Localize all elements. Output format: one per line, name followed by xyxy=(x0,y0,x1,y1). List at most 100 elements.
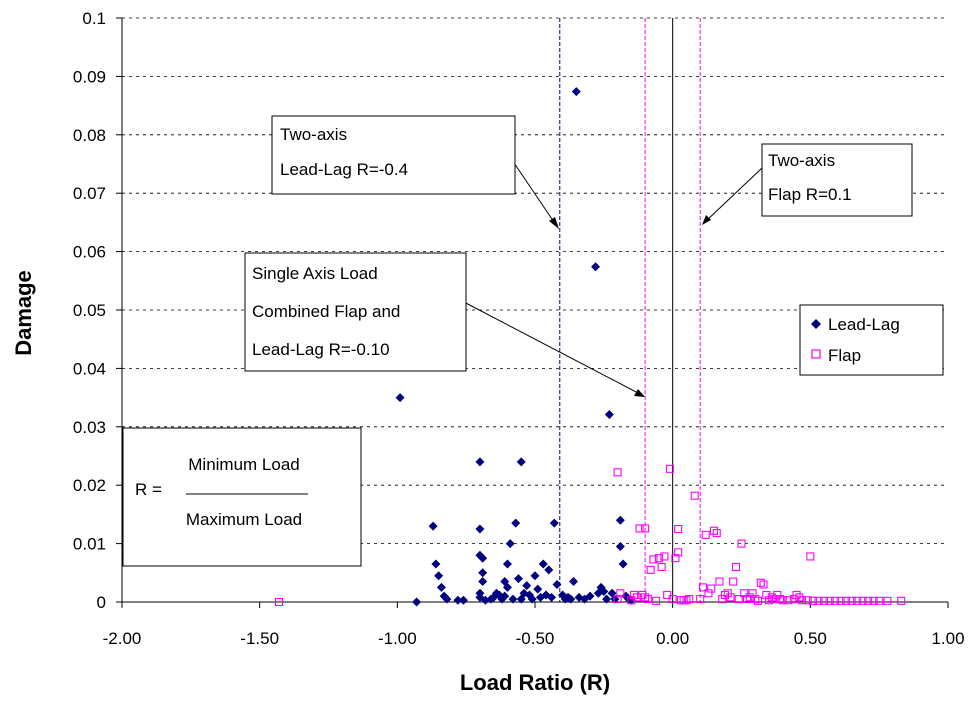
x-tick-labels: -2.00 -1.50 -1.00 -0.50 0.00 0.50 1.00 xyxy=(103,629,965,648)
flap-point xyxy=(668,595,677,604)
flap-point xyxy=(875,596,884,605)
lead-lag-point xyxy=(475,457,485,467)
y-tick-label: 0.05 xyxy=(73,301,106,320)
lead-lag-point xyxy=(513,574,523,584)
lead-lag-point xyxy=(615,515,625,525)
lead-lag-point xyxy=(478,553,488,563)
lead-lag-point xyxy=(431,559,441,569)
lead-lag-point xyxy=(604,410,614,420)
lead-lag-point xyxy=(522,581,532,591)
flap-point xyxy=(274,597,283,607)
flap-point xyxy=(775,595,785,604)
axes xyxy=(116,17,949,608)
flap-point xyxy=(696,595,705,604)
lead-lag-point xyxy=(453,595,463,605)
flap-point xyxy=(789,595,798,604)
flap-point xyxy=(712,529,721,538)
flap-point xyxy=(864,596,873,605)
flap-point xyxy=(762,590,771,600)
x-tick-label: -2.00 xyxy=(103,629,142,648)
lead-lag-point xyxy=(602,594,612,604)
lead-lag-point xyxy=(571,87,581,97)
flap-point xyxy=(737,539,746,548)
x-tick-label: 0.50 xyxy=(794,629,827,648)
lead-lag-point xyxy=(599,586,609,596)
lead-lag-point xyxy=(428,521,438,531)
lead-lag-point xyxy=(511,518,521,528)
lead-lag-point xyxy=(502,559,512,569)
flap-point xyxy=(641,524,650,533)
annotation-single-axis-arrowhead xyxy=(634,389,645,397)
lead-lag-point xyxy=(585,591,595,601)
flap-point xyxy=(748,589,757,598)
flap-point xyxy=(654,554,663,563)
flap-point xyxy=(674,548,683,557)
flap-point xyxy=(784,596,793,605)
flap-point xyxy=(616,589,625,598)
flap-point xyxy=(726,593,735,602)
lead-lag-point xyxy=(544,565,554,575)
legend: Lead-Lag Flap xyxy=(799,304,944,376)
flap-point xyxy=(638,590,647,600)
lead-lag-point xyxy=(566,594,576,604)
legend-box xyxy=(799,304,944,376)
flap-point xyxy=(663,590,672,600)
x-tick-label: 1.00 xyxy=(931,629,964,648)
flap-point xyxy=(718,595,727,604)
flap-point xyxy=(641,593,650,602)
flap-point xyxy=(869,596,878,605)
x-tick-label: 0.00 xyxy=(656,629,689,648)
flap-point xyxy=(657,562,666,572)
flap-point xyxy=(773,590,782,600)
flap-point xyxy=(632,593,641,602)
lead-lag-point xyxy=(478,577,488,587)
formula-box: Minimum Load R = Maximum Load xyxy=(122,427,362,567)
lead-lag-point xyxy=(533,584,543,594)
flap-point xyxy=(831,596,840,605)
flap-point xyxy=(753,596,763,605)
flap-point xyxy=(759,580,768,589)
y-tick-label: 0.03 xyxy=(73,418,106,437)
lead-lag-point xyxy=(434,571,444,581)
y-tick-label: 0.07 xyxy=(73,184,106,203)
flap-point xyxy=(690,491,699,500)
legend-label-flap: Flap xyxy=(828,346,861,365)
flap-point xyxy=(671,554,680,563)
annotation-lead-lag-line-1: Two-axis xyxy=(280,125,347,144)
flap-point xyxy=(858,596,867,605)
y-tick-label: 0.1 xyxy=(82,9,106,28)
lead-lag-point xyxy=(436,582,446,592)
flap-point xyxy=(685,595,694,604)
annotation-flap: Two-axis Flap R=0.1 xyxy=(702,143,913,225)
y-tick-label: 0 xyxy=(97,593,106,612)
flap-point xyxy=(630,590,639,600)
flap-point xyxy=(674,524,683,534)
lead-lag-point xyxy=(547,592,557,602)
annotation-flap-line-2: Flap R=0.1 xyxy=(768,185,852,204)
flap-point xyxy=(720,590,730,600)
annotation-flap-arrow xyxy=(704,167,763,223)
flap-point xyxy=(809,596,818,605)
flap-point xyxy=(853,596,862,605)
flap-point xyxy=(798,596,807,605)
flap-point xyxy=(715,577,724,586)
flap-point xyxy=(842,596,851,605)
flap-point xyxy=(751,595,760,604)
y-tick-labels: 0 0.01 0.02 0.03 0.04 0.05 0.06 0.07 0.08 0.09 0.1 xyxy=(73,9,106,612)
flap-point xyxy=(698,583,708,592)
annotation-lead-lag-arrow xyxy=(509,156,557,226)
flap-point xyxy=(723,589,732,598)
flap-point xyxy=(665,464,674,473)
flap-point xyxy=(646,565,655,574)
flap-point xyxy=(883,596,892,605)
x-tick-label: -0.50 xyxy=(516,629,555,648)
x-axis-title: Load Ratio (R) xyxy=(460,670,610,695)
data-points xyxy=(274,87,906,607)
flap-point xyxy=(770,595,779,604)
lead-lag-point xyxy=(395,393,405,403)
flap-point xyxy=(825,596,834,605)
flap-point xyxy=(897,596,906,605)
y-tick-label: 0.01 xyxy=(73,535,106,554)
flap-point xyxy=(795,593,804,602)
